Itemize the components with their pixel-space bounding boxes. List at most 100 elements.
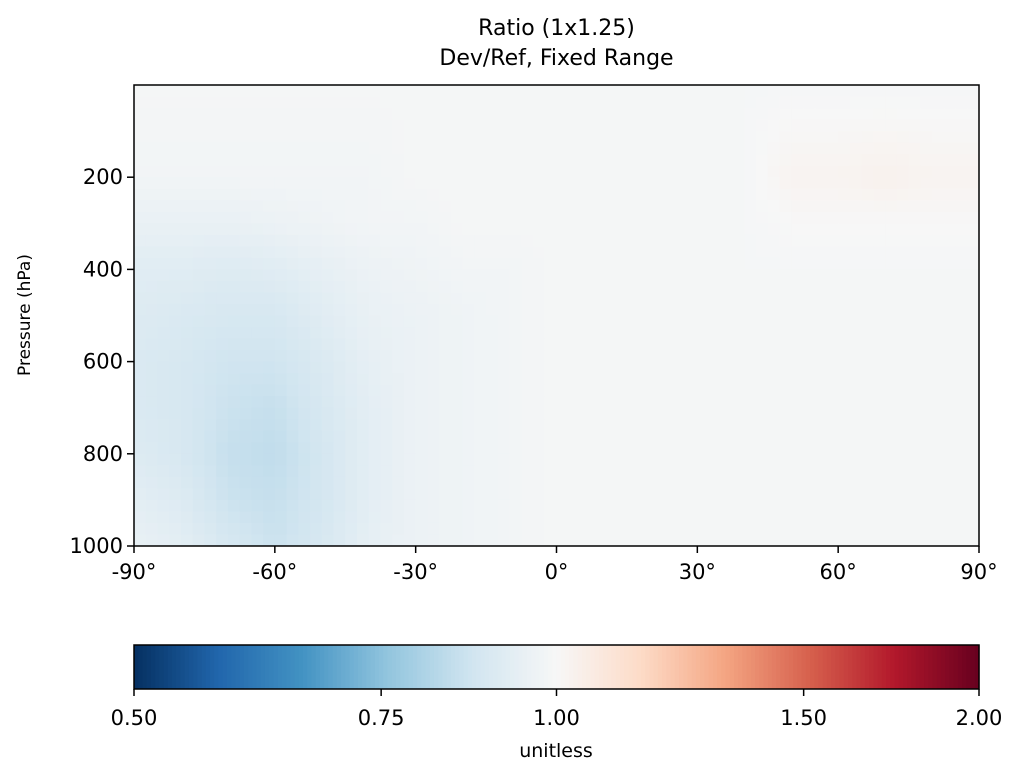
heatmap-cell — [943, 211, 957, 224]
heatmap-cell — [920, 246, 933, 259]
heatmap-cell — [568, 499, 581, 513]
heatmap-cell — [239, 430, 252, 443]
heatmap-cell — [333, 338, 346, 351]
heatmap-cell — [251, 292, 264, 305]
heatmap-cell — [251, 499, 264, 513]
heatmap-cell — [544, 200, 558, 213]
heatmap-cell — [403, 430, 417, 443]
heatmap-cell — [145, 315, 159, 328]
heatmap-cell — [673, 338, 687, 351]
heatmap-cell — [838, 465, 851, 478]
heatmap-cell — [533, 350, 546, 363]
heatmap-cell — [227, 453, 241, 466]
heatmap-cell — [450, 407, 464, 420]
heatmap-cell — [439, 96, 452, 109]
heatmap-cell — [368, 350, 382, 363]
heatmap-cell — [732, 488, 745, 501]
colorbar-segment — [307, 645, 313, 689]
heatmap-cell — [697, 442, 710, 455]
heatmap-cell — [943, 200, 957, 213]
heatmap-cell — [251, 534, 264, 546]
heatmap-cell — [838, 384, 851, 397]
heatmap-cell — [709, 488, 722, 501]
heatmap-cell — [932, 315, 945, 328]
colorbar-segment — [911, 645, 917, 689]
heatmap-cell — [955, 419, 968, 432]
heatmap-cell — [885, 234, 898, 247]
heatmap-cell — [403, 211, 417, 224]
heatmap-cell — [591, 211, 605, 224]
heatmap-cell — [356, 177, 370, 190]
colorbar-segment — [455, 645, 460, 689]
colorbar-segment — [210, 645, 215, 689]
heatmap-cell — [180, 131, 194, 144]
heatmap-cell — [932, 522, 945, 536]
heatmap-cell — [192, 407, 206, 420]
heatmap-cell — [932, 373, 945, 386]
heatmap-cell — [720, 407, 734, 420]
heatmap-cell — [861, 280, 874, 294]
heatmap-cell — [814, 303, 828, 317]
heatmap-cell — [826, 327, 839, 340]
heatmap-cell — [967, 419, 979, 432]
heatmap-cell — [392, 350, 405, 363]
heatmap-cell — [204, 165, 217, 178]
heatmap-cell — [626, 499, 640, 513]
heatmap-cell — [767, 511, 781, 524]
heatmap-cell — [216, 165, 229, 178]
colorbar-segment — [852, 645, 858, 689]
heatmap-cell — [908, 177, 921, 190]
heatmap-cell — [685, 338, 698, 351]
colorbar-segment — [281, 645, 287, 689]
heatmap-cell — [533, 361, 546, 374]
heatmap-cell — [486, 396, 499, 409]
heatmap-cell — [321, 488, 335, 501]
colorbar-segment — [915, 645, 921, 689]
colorbar-segment — [138, 645, 144, 689]
heatmap-cell — [650, 384, 663, 397]
heatmap-cell — [286, 465, 299, 478]
heatmap-cell — [885, 303, 898, 317]
heatmap-cell — [861, 338, 874, 351]
heatmap-cell — [321, 407, 335, 420]
heatmap-cell — [180, 200, 194, 213]
heatmap-cell — [779, 442, 792, 455]
heatmap-cell — [310, 350, 323, 363]
heatmap-cell — [685, 303, 698, 317]
heatmap-cell — [709, 430, 722, 443]
heatmap-cell — [556, 430, 569, 443]
heatmap-cell — [826, 373, 839, 386]
heatmap-cell — [356, 142, 370, 155]
heatmap-cell — [568, 373, 581, 386]
heatmap-cell — [685, 373, 698, 386]
heatmap-cell — [896, 430, 910, 443]
heatmap-cell — [603, 419, 616, 432]
heatmap-cell — [474, 499, 487, 513]
colorbar-segment — [953, 645, 959, 689]
heatmap-cell — [756, 419, 769, 432]
heatmap-cell — [908, 511, 921, 524]
heatmap-cell — [709, 246, 722, 259]
heatmap-cell — [216, 154, 229, 167]
heatmap-cell — [145, 407, 159, 420]
heatmap-cell — [298, 96, 311, 109]
heatmap-cell — [251, 465, 264, 478]
colorbar-segment — [429, 645, 435, 689]
heatmap-cell — [392, 96, 405, 109]
heatmap-cell — [826, 142, 839, 155]
heatmap-cell — [885, 269, 898, 282]
heatmap-cell — [286, 292, 299, 305]
heatmap-cell — [263, 396, 276, 409]
heatmap-cell — [814, 396, 828, 409]
heatmap-cell — [533, 488, 546, 501]
heatmap-cell — [732, 142, 745, 155]
heatmap-cell — [838, 407, 851, 420]
heatmap-cell — [720, 234, 734, 247]
heatmap-cell — [908, 119, 921, 132]
heatmap-cell — [967, 142, 979, 155]
heatmap-cell — [427, 257, 440, 270]
colorbar-segment — [366, 645, 372, 689]
colorbar-segment — [408, 645, 414, 689]
heatmap-cell — [368, 327, 382, 340]
heatmap-cell — [791, 327, 804, 340]
